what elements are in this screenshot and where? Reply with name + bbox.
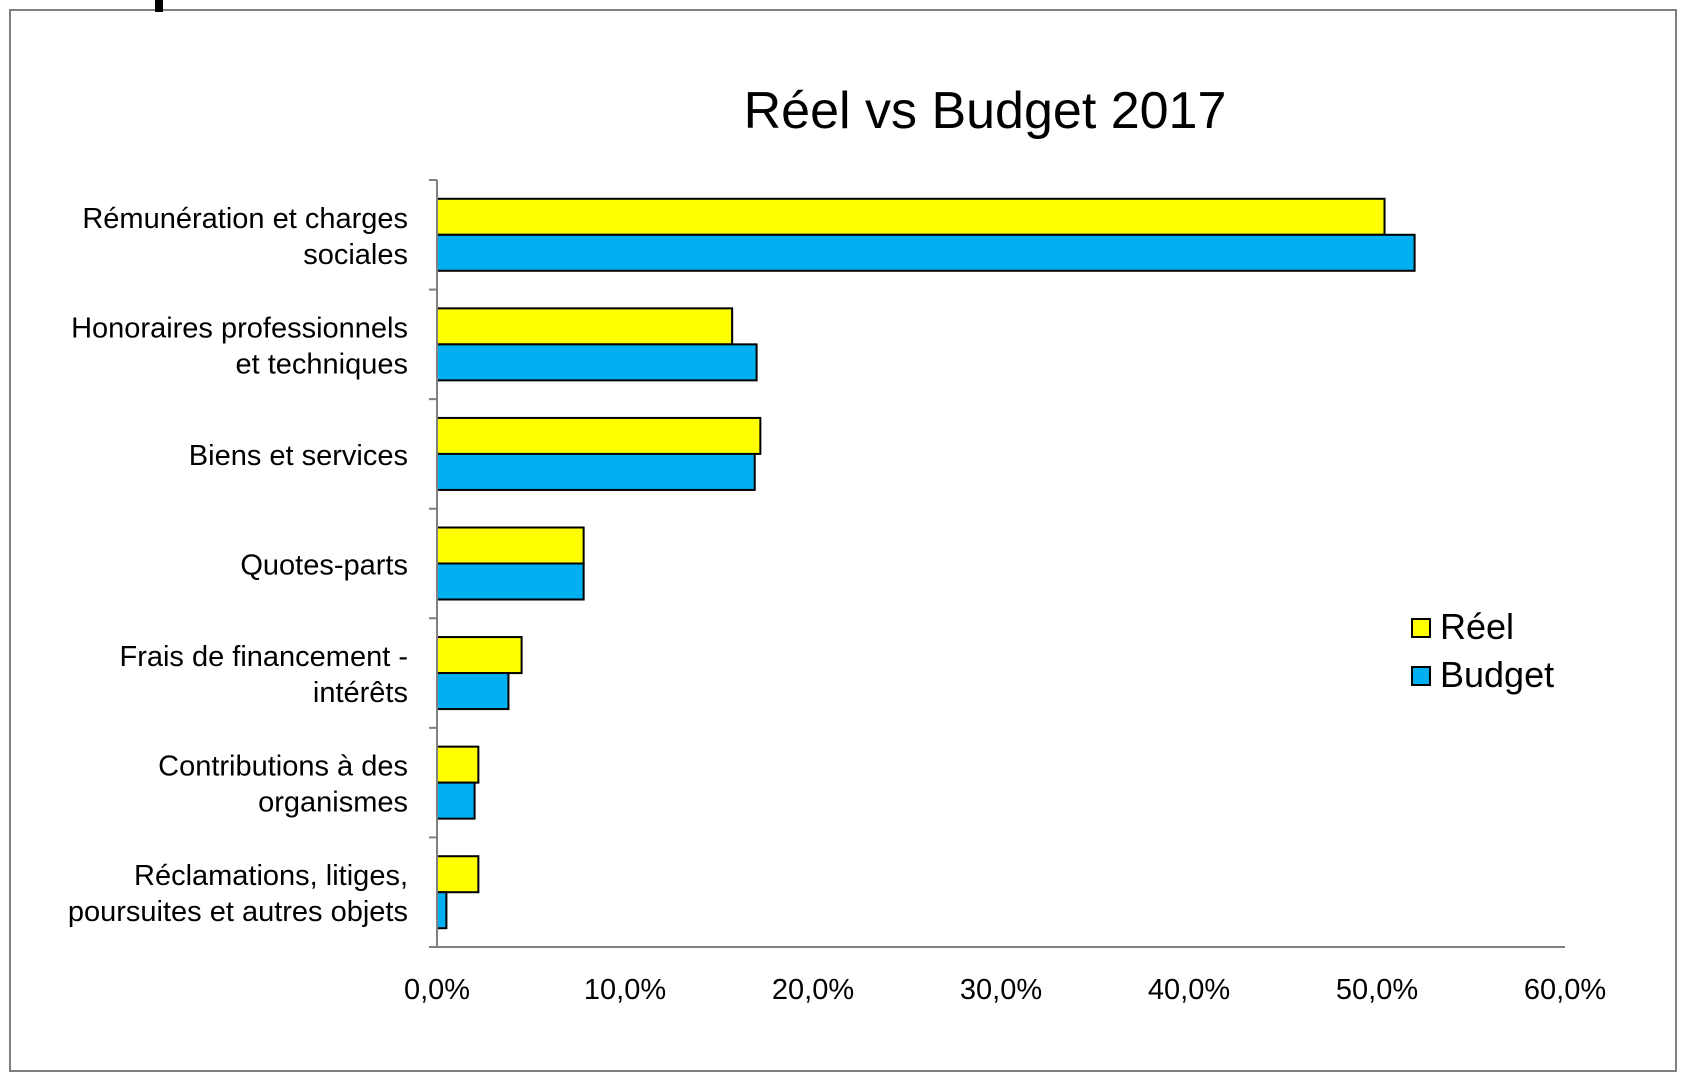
legend-swatch-budget [1411, 666, 1431, 686]
category-label-line: Quotes-parts [240, 550, 408, 582]
bars-layer [436, 197, 1416, 930]
bar-budget-0 [436, 233, 1416, 272]
x-tick-labels: 0,0% 10,0% 20,0% 30,0% 40,0% 50,0% 60,0% [404, 974, 1606, 1006]
bar-budget-6 [436, 891, 448, 930]
legend-label-reel: Réel [1440, 606, 1514, 647]
category-label-line: poursuites et autres objets [68, 896, 408, 928]
category-label-line: Réclamations, litiges, [134, 860, 408, 892]
category-label-line: sociales [303, 239, 408, 271]
bar-reel-5 [436, 745, 480, 784]
category-label-line: intérêts [313, 677, 408, 709]
category-label-4: Frais de financement - intérêts [119, 641, 408, 709]
bar-reel-0 [436, 197, 1386, 236]
category-label-5: Contributions à des organismes [158, 751, 408, 819]
bar-budget-2 [436, 452, 756, 491]
bar-budget-1 [436, 343, 758, 382]
bar-budget-5 [436, 781, 476, 820]
category-label-0: Rémunération et charges sociales [82, 203, 408, 271]
x-tick-label-1: 10,0% [584, 974, 666, 1006]
chart-frame [9, 9, 1677, 1072]
category-label-line: Frais de financement - [119, 641, 408, 673]
legend-label-budget: Budget [1440, 654, 1554, 695]
category-label-line: organismes [258, 787, 408, 819]
x-tick-label-5: 50,0% [1336, 974, 1418, 1006]
category-label-line: Honoraires professionnels [71, 312, 408, 344]
category-label-6: Réclamations, litiges, poursuites et autr… [68, 860, 408, 928]
bar-budget-3 [436, 562, 585, 601]
legend: Réel Budget [1411, 606, 1554, 695]
category-label-3: Quotes-parts [240, 550, 408, 582]
x-tick-label-3: 30,0% [960, 974, 1042, 1006]
bar-reel-4 [436, 636, 523, 675]
category-label-line: Rémunération et charges [82, 203, 408, 235]
legend-swatch-reel [1411, 618, 1431, 638]
bar-reel-2 [436, 416, 762, 455]
bar-reel-1 [436, 307, 734, 346]
category-label-1: Honoraires professionnels et techniques [71, 312, 408, 380]
chart-title: Réel vs Budget 2017 [744, 82, 1227, 140]
frame-corner-mark [155, 0, 163, 12]
category-label-line: et techniques [235, 348, 408, 380]
bar-reel-3 [436, 526, 585, 565]
axes-layer [429, 179, 1565, 948]
x-tick-label-0: 0,0% [404, 974, 470, 1006]
category-labels: Rémunération et charges sociales Honoraire… [68, 203, 408, 928]
category-label-line: Contributions à des [158, 751, 408, 783]
x-tick-label-6: 60,0% [1524, 974, 1606, 1006]
x-tick-label-4: 40,0% [1148, 974, 1230, 1006]
category-label-line: Biens et services [189, 440, 408, 472]
category-label-2: Biens et services [189, 440, 408, 472]
x-tick-label-2: 20,0% [772, 974, 854, 1006]
bar-budget-4 [436, 672, 510, 711]
bar-reel-6 [436, 855, 480, 894]
